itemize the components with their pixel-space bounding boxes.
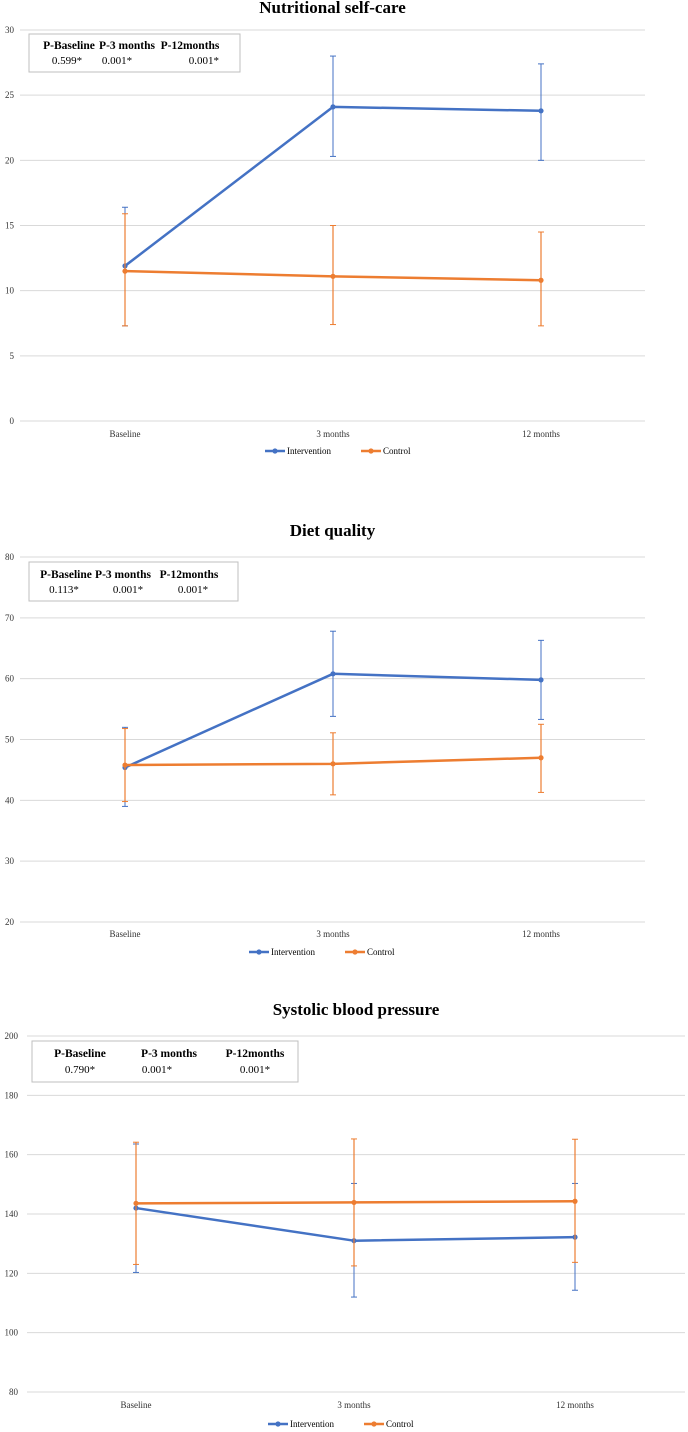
- y-tick-label: 200: [5, 1031, 19, 1041]
- chart-2: Diet quality 20 30 40 50 60 70 80 Baseline 3 mont…: [5, 521, 645, 957]
- legend-marker: [352, 949, 358, 955]
- legend: Intervention Control: [249, 947, 395, 957]
- y-tick-label: 20: [5, 155, 15, 165]
- p-table-value: 0.001*: [102, 55, 132, 67]
- data-point: [330, 761, 336, 767]
- data-point: [133, 1200, 139, 1206]
- p-table-value: 0.790*: [65, 1064, 95, 1076]
- x-tick-label: Baseline: [110, 929, 141, 939]
- y-tick-label: 60: [5, 674, 15, 684]
- data-point: [538, 755, 544, 761]
- y-tick-label: 10: [5, 286, 15, 296]
- y-tick-label: 30: [5, 25, 15, 35]
- p-table-header: P-3 months: [141, 1048, 197, 1060]
- x-tick-label: Baseline: [121, 1400, 152, 1410]
- y-tick-label: 50: [5, 735, 15, 745]
- legend-marker: [272, 448, 278, 454]
- legend-marker: [256, 949, 262, 955]
- x-tick-label: 3 months: [337, 1400, 371, 1410]
- y-tick-label: 0: [10, 416, 15, 426]
- y-tick-label: 25: [5, 90, 15, 100]
- p-table-header: P-Baseline: [54, 1048, 106, 1060]
- x-tick-label: 12 months: [522, 929, 560, 939]
- y-tick-label: 120: [5, 1268, 19, 1278]
- p-value-table: P-Baseline P-3 months P-12months 0.790* 0.00…: [31, 1040, 299, 1083]
- chart-title: Diet quality: [290, 521, 376, 540]
- legend-label: Intervention: [290, 1419, 334, 1429]
- legend-label: Control: [383, 446, 411, 456]
- legend: Intervention Control: [265, 446, 411, 456]
- y-tick-label: 160: [5, 1150, 19, 1160]
- y-tick-label: 140: [5, 1209, 19, 1219]
- data-point: [330, 273, 336, 279]
- chart-title: Systolic blood pressure: [273, 1000, 440, 1019]
- legend: Intervention Control: [268, 1419, 414, 1429]
- x-tick-label: 12 months: [556, 1400, 594, 1410]
- y-tick-label: 40: [5, 795, 15, 805]
- data-point: [351, 1199, 357, 1206]
- p-table-value: 0.001*: [178, 584, 208, 596]
- legend-label: Intervention: [271, 947, 315, 957]
- p-table-header: P-3 months: [99, 40, 155, 52]
- p-table-header: P-12months: [161, 40, 220, 52]
- legend-label: Control: [367, 947, 395, 957]
- x-tick-label: Baseline: [110, 429, 141, 439]
- chart-title: Nutritional self-care: [259, 0, 406, 17]
- p-table-value: 0.599*: [52, 55, 82, 67]
- series-control: [133, 1138, 578, 1267]
- y-tick-label: 100: [5, 1328, 19, 1338]
- p-table-value: 0.001*: [189, 55, 219, 67]
- chart-3: Systolic blood pressure 80 100 120 140 160 180…: [5, 1000, 685, 1429]
- x-tick-label: 3 months: [316, 429, 350, 439]
- y-tick-label: 180: [5, 1090, 19, 1100]
- p-table-header: P-12months: [160, 569, 219, 581]
- p-table-border: [31, 1040, 299, 1083]
- p-table-border: [28, 33, 241, 73]
- data-point: [330, 671, 336, 677]
- legend-marker: [275, 1421, 281, 1427]
- chart-1: Nutritional self-care 0 5 10 15 20 25 30 Baselin…: [5, 0, 645, 456]
- series-control: [122, 213, 544, 327]
- p-table-value: 0.001*: [113, 584, 143, 596]
- p-table-value: 0.113*: [49, 584, 79, 596]
- p-table-header: P-3 months: [95, 569, 151, 581]
- data-point: [538, 108, 544, 114]
- p-table-header: P-Baseline: [40, 569, 92, 581]
- y-tick-label: 15: [5, 221, 15, 231]
- y-tick-label: 30: [5, 856, 15, 866]
- series-control: [122, 723, 544, 803]
- legend-marker: [368, 448, 374, 454]
- data-point: [122, 762, 128, 768]
- x-tick-label: 3 months: [316, 929, 350, 939]
- p-value-table: P-Baseline P-3 months P-12months 0.599* 0.00…: [28, 33, 241, 73]
- data-point: [122, 268, 128, 274]
- data-point: [538, 277, 544, 283]
- data-point: [330, 104, 336, 110]
- legend-marker: [371, 1421, 377, 1427]
- p-table-value: 0.001*: [240, 1064, 270, 1076]
- p-table-value: 0.001*: [142, 1064, 172, 1076]
- p-table-border: [28, 561, 239, 602]
- p-value-table: P-Baseline P-3 months P-12months 0.113* 0.00…: [28, 561, 239, 602]
- y-tick-label: 70: [5, 613, 15, 623]
- y-tick-label: 80: [5, 552, 15, 562]
- data-point: [572, 1198, 578, 1204]
- legend-label: Intervention: [287, 446, 331, 456]
- x-tick-label: 12 months: [522, 429, 560, 439]
- y-tick-label: 80: [9, 1387, 19, 1397]
- y-tick-label: 5: [10, 351, 15, 361]
- p-table-header: P-12months: [226, 1048, 285, 1060]
- p-table-header: P-Baseline: [43, 40, 95, 52]
- y-tick-label: 20: [5, 917, 15, 927]
- data-point: [538, 677, 544, 683]
- legend-label: Control: [386, 1419, 414, 1429]
